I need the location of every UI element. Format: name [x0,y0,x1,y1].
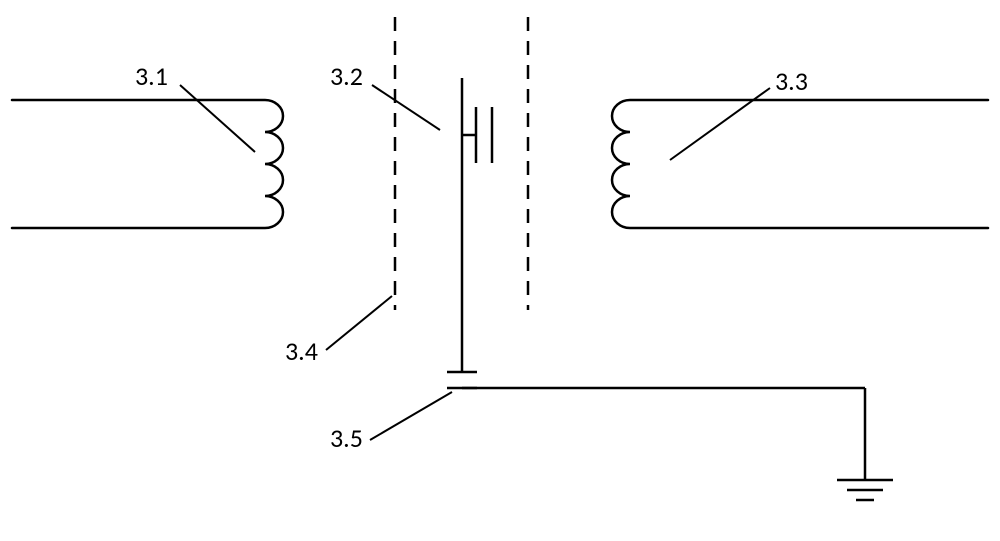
label-primary-coil: 3.1 [135,60,168,92]
label-bottom-capacitor: 3.5 [330,422,363,454]
leader-bottom_capacitor [370,392,452,440]
secondary-coil [612,100,988,228]
leader-shield [326,296,392,350]
label-top-capacitor: 3.2 [330,60,363,92]
leader-top_capacitor [372,85,440,130]
label-shield: 3.4 [285,335,318,367]
primary-coil [12,100,283,228]
label-secondary-coil: 3.3 [775,65,808,97]
leader-primary_coil [180,85,255,152]
